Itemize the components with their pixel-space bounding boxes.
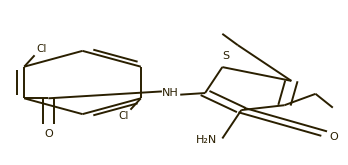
Text: Cl: Cl	[36, 44, 47, 54]
Text: Cl: Cl	[118, 111, 129, 121]
Text: S: S	[222, 51, 229, 61]
Text: O: O	[329, 132, 338, 142]
Text: O: O	[44, 129, 53, 139]
Text: H₂N: H₂N	[196, 135, 217, 145]
Text: NH: NH	[162, 88, 179, 98]
